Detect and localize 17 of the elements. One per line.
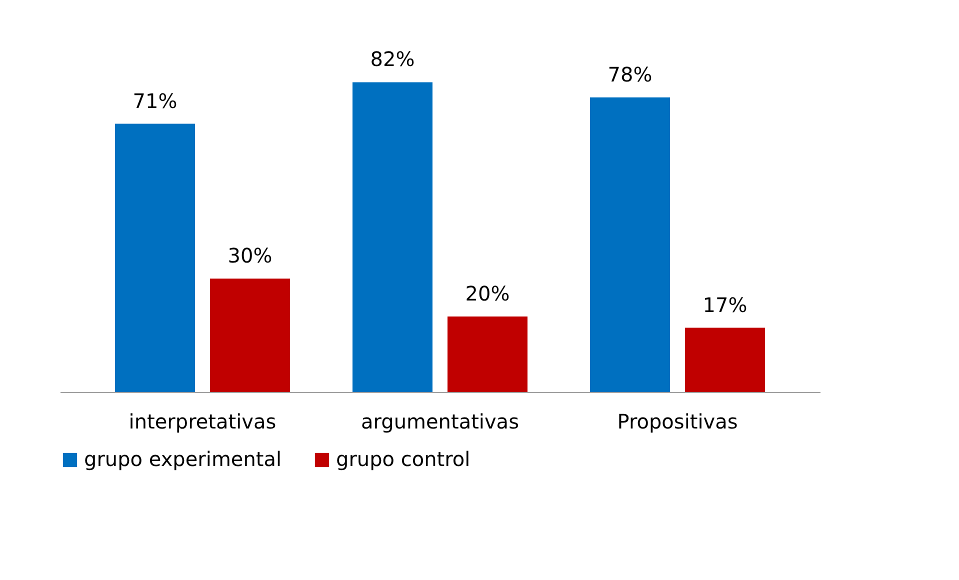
data-label: 78%	[608, 62, 652, 86]
legend-label: grupo experimental	[84, 447, 282, 471]
data-label: 71%	[132, 88, 178, 113]
bar	[115, 124, 195, 392]
x-tick-label: argumentativas	[361, 410, 519, 434]
data-label: 17%	[702, 292, 748, 317]
bar	[590, 97, 670, 392]
bar	[685, 328, 765, 392]
data-label: 82%	[370, 47, 415, 72]
data-label: 20%	[465, 281, 510, 306]
legend-label: grupo control	[336, 447, 470, 471]
x-tick-label: Propositivas	[617, 410, 738, 434]
bar	[448, 316, 528, 392]
data-label: 30%	[228, 244, 272, 268]
bar	[210, 278, 290, 392]
x-tick-label: interpretativas	[128, 410, 276, 434]
bar	[352, 82, 432, 392]
